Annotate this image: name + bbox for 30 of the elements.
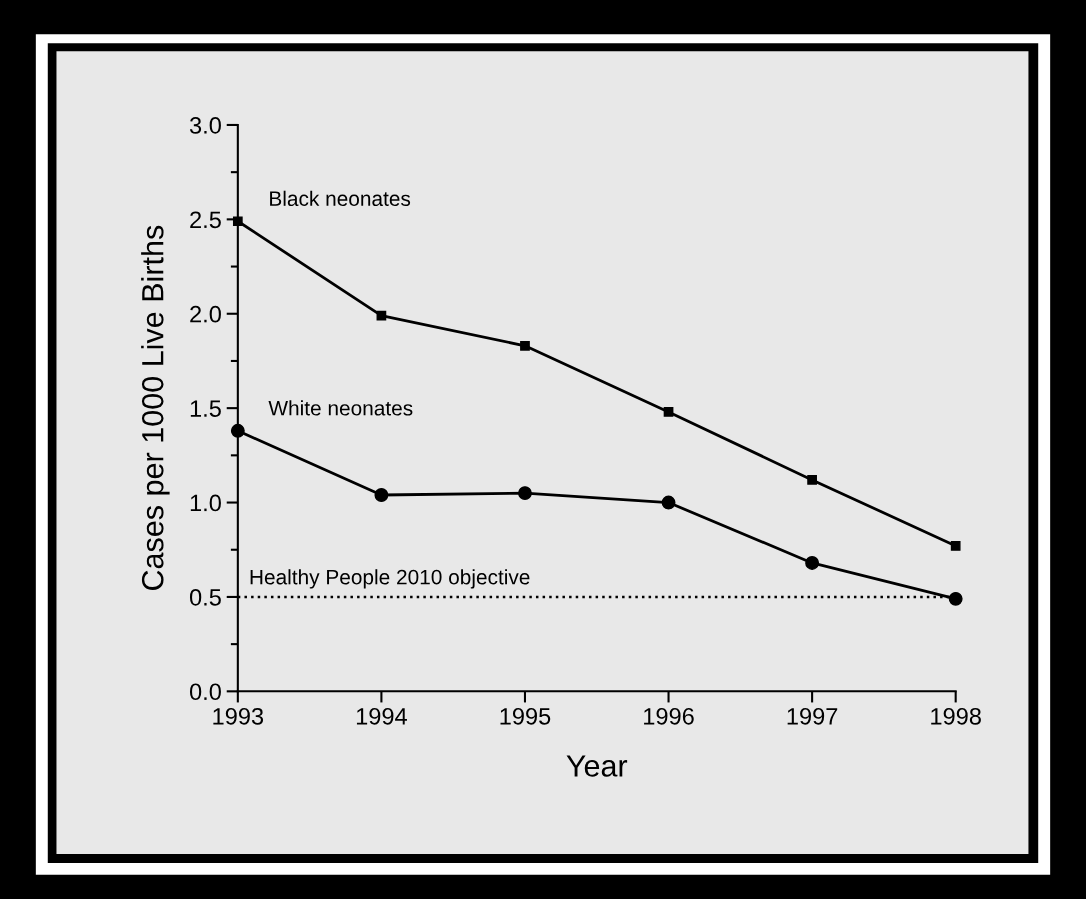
x-tick-label: 1995	[500, 707, 551, 725]
y-axis-title: Cases per 1000 Live Births	[141, 225, 170, 591]
y-tick-label: 2.0	[190, 305, 221, 323]
y-tick-label: 0.0	[189, 683, 221, 701]
y-tick-label: 1.0	[190, 494, 221, 512]
y-tick-label: 3.0	[189, 117, 221, 134]
series-label: Black neonates	[270, 190, 411, 207]
point	[950, 541, 961, 551]
x-tick-label: 1996	[644, 707, 694, 725]
x-tick-label: 1997	[787, 707, 838, 725]
x-tick-label: 1998	[931, 707, 981, 725]
point	[661, 495, 676, 510]
series-label: White neonates	[268, 400, 413, 416]
y-tick-label: 1.5	[190, 400, 221, 417]
point	[663, 407, 674, 417]
point	[518, 486, 532, 501]
point	[232, 216, 243, 227]
ref-line-label: Healthy People 2010 objective	[250, 569, 530, 589]
x-axis-title: Year	[566, 755, 628, 777]
point	[376, 310, 387, 321]
point	[230, 423, 245, 438]
x-tick-label: 1994	[356, 707, 407, 725]
point	[948, 591, 963, 606]
y-tick-label: 0.5	[189, 589, 221, 606]
point	[805, 556, 820, 570]
point	[520, 340, 530, 351]
y-tick-label: 2.5	[190, 211, 221, 229]
x-tick-label: 1993	[213, 707, 264, 725]
point	[807, 475, 817, 485]
point	[374, 488, 389, 502]
